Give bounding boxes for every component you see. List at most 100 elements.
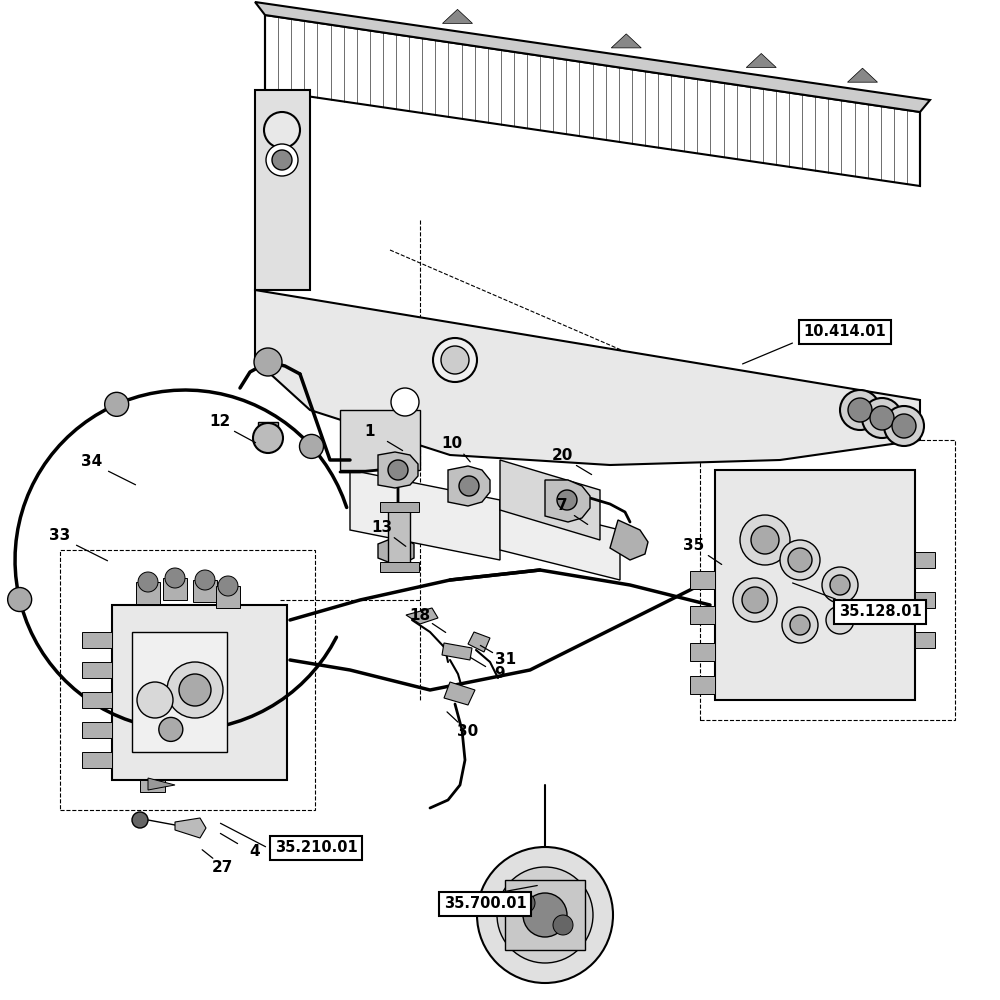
Text: 12: 12 bbox=[209, 414, 231, 430]
Circle shape bbox=[218, 576, 238, 596]
Polygon shape bbox=[690, 643, 715, 661]
Circle shape bbox=[870, 406, 894, 430]
Text: 9: 9 bbox=[495, 666, 505, 682]
Circle shape bbox=[553, 915, 573, 935]
Circle shape bbox=[165, 568, 185, 588]
Polygon shape bbox=[915, 632, 935, 648]
Circle shape bbox=[299, 434, 323, 458]
Circle shape bbox=[523, 893, 567, 937]
Circle shape bbox=[266, 144, 298, 176]
Polygon shape bbox=[406, 608, 438, 624]
Text: 35.700.01: 35.700.01 bbox=[444, 896, 526, 912]
Polygon shape bbox=[611, 34, 641, 48]
Bar bbox=[505, 880, 585, 950]
Bar bbox=[112, 605, 287, 780]
Circle shape bbox=[557, 490, 577, 510]
Text: 27: 27 bbox=[211, 859, 233, 874]
Polygon shape bbox=[545, 480, 590, 522]
Text: 18: 18 bbox=[409, 607, 431, 622]
Circle shape bbox=[459, 476, 479, 496]
Polygon shape bbox=[500, 460, 600, 540]
Circle shape bbox=[167, 662, 223, 718]
Polygon shape bbox=[442, 9, 473, 23]
Polygon shape bbox=[448, 466, 490, 506]
Circle shape bbox=[433, 338, 477, 382]
Circle shape bbox=[132, 812, 148, 828]
Polygon shape bbox=[255, 90, 310, 290]
Circle shape bbox=[254, 348, 282, 376]
Text: 1: 1 bbox=[365, 424, 375, 440]
Polygon shape bbox=[468, 632, 490, 652]
Circle shape bbox=[751, 526, 779, 554]
Circle shape bbox=[264, 112, 300, 148]
Text: 13: 13 bbox=[371, 520, 393, 536]
Bar bbox=[132, 632, 227, 752]
Polygon shape bbox=[140, 780, 165, 792]
Circle shape bbox=[840, 390, 880, 430]
Polygon shape bbox=[746, 53, 776, 67]
Circle shape bbox=[515, 893, 535, 913]
Circle shape bbox=[780, 540, 820, 580]
Polygon shape bbox=[82, 662, 112, 678]
Polygon shape bbox=[915, 552, 935, 568]
Polygon shape bbox=[258, 422, 278, 438]
Polygon shape bbox=[500, 500, 620, 580]
Polygon shape bbox=[265, 15, 920, 186]
Polygon shape bbox=[915, 592, 935, 608]
Polygon shape bbox=[690, 676, 715, 694]
Polygon shape bbox=[82, 722, 112, 738]
Circle shape bbox=[137, 682, 173, 718]
Text: 10: 10 bbox=[441, 436, 463, 452]
Circle shape bbox=[848, 398, 872, 422]
Circle shape bbox=[497, 867, 593, 963]
Circle shape bbox=[138, 572, 158, 592]
Polygon shape bbox=[82, 632, 112, 648]
Circle shape bbox=[391, 388, 419, 416]
Circle shape bbox=[830, 575, 850, 595]
Polygon shape bbox=[216, 586, 240, 608]
Polygon shape bbox=[136, 582, 160, 604]
Text: 34: 34 bbox=[81, 454, 103, 470]
Polygon shape bbox=[848, 68, 878, 82]
Circle shape bbox=[782, 607, 818, 643]
Text: 10.414.01: 10.414.01 bbox=[804, 324, 886, 340]
Text: 30: 30 bbox=[457, 724, 479, 740]
Circle shape bbox=[740, 515, 790, 565]
Polygon shape bbox=[378, 452, 418, 488]
Circle shape bbox=[884, 406, 924, 446]
Circle shape bbox=[179, 674, 211, 706]
Polygon shape bbox=[444, 682, 475, 705]
Bar bbox=[388, 510, 410, 570]
Polygon shape bbox=[82, 752, 112, 768]
Text: 31: 31 bbox=[495, 652, 517, 668]
Bar bbox=[715, 470, 915, 700]
Text: 35.128.01: 35.128.01 bbox=[839, 604, 921, 619]
Circle shape bbox=[826, 606, 854, 634]
Polygon shape bbox=[380, 502, 419, 512]
Polygon shape bbox=[163, 578, 187, 600]
Bar bbox=[60, 550, 315, 810]
Polygon shape bbox=[690, 606, 715, 624]
Text: 35: 35 bbox=[683, 538, 705, 554]
Text: 20: 20 bbox=[551, 448, 573, 462]
Polygon shape bbox=[193, 580, 217, 602]
Circle shape bbox=[105, 392, 129, 416]
Circle shape bbox=[892, 414, 916, 438]
Circle shape bbox=[862, 398, 902, 438]
Polygon shape bbox=[380, 562, 419, 572]
Circle shape bbox=[272, 150, 292, 170]
Text: 7: 7 bbox=[557, 498, 567, 514]
Circle shape bbox=[790, 615, 810, 635]
Polygon shape bbox=[255, 290, 920, 465]
Circle shape bbox=[441, 346, 469, 374]
Circle shape bbox=[477, 847, 613, 983]
Circle shape bbox=[253, 423, 283, 453]
Circle shape bbox=[195, 570, 215, 590]
Polygon shape bbox=[148, 778, 175, 790]
Text: 33: 33 bbox=[49, 528, 71, 544]
Polygon shape bbox=[350, 470, 500, 560]
Polygon shape bbox=[690, 571, 715, 589]
Circle shape bbox=[742, 587, 768, 613]
Polygon shape bbox=[175, 818, 206, 838]
Bar bbox=[472, 620, 508, 644]
